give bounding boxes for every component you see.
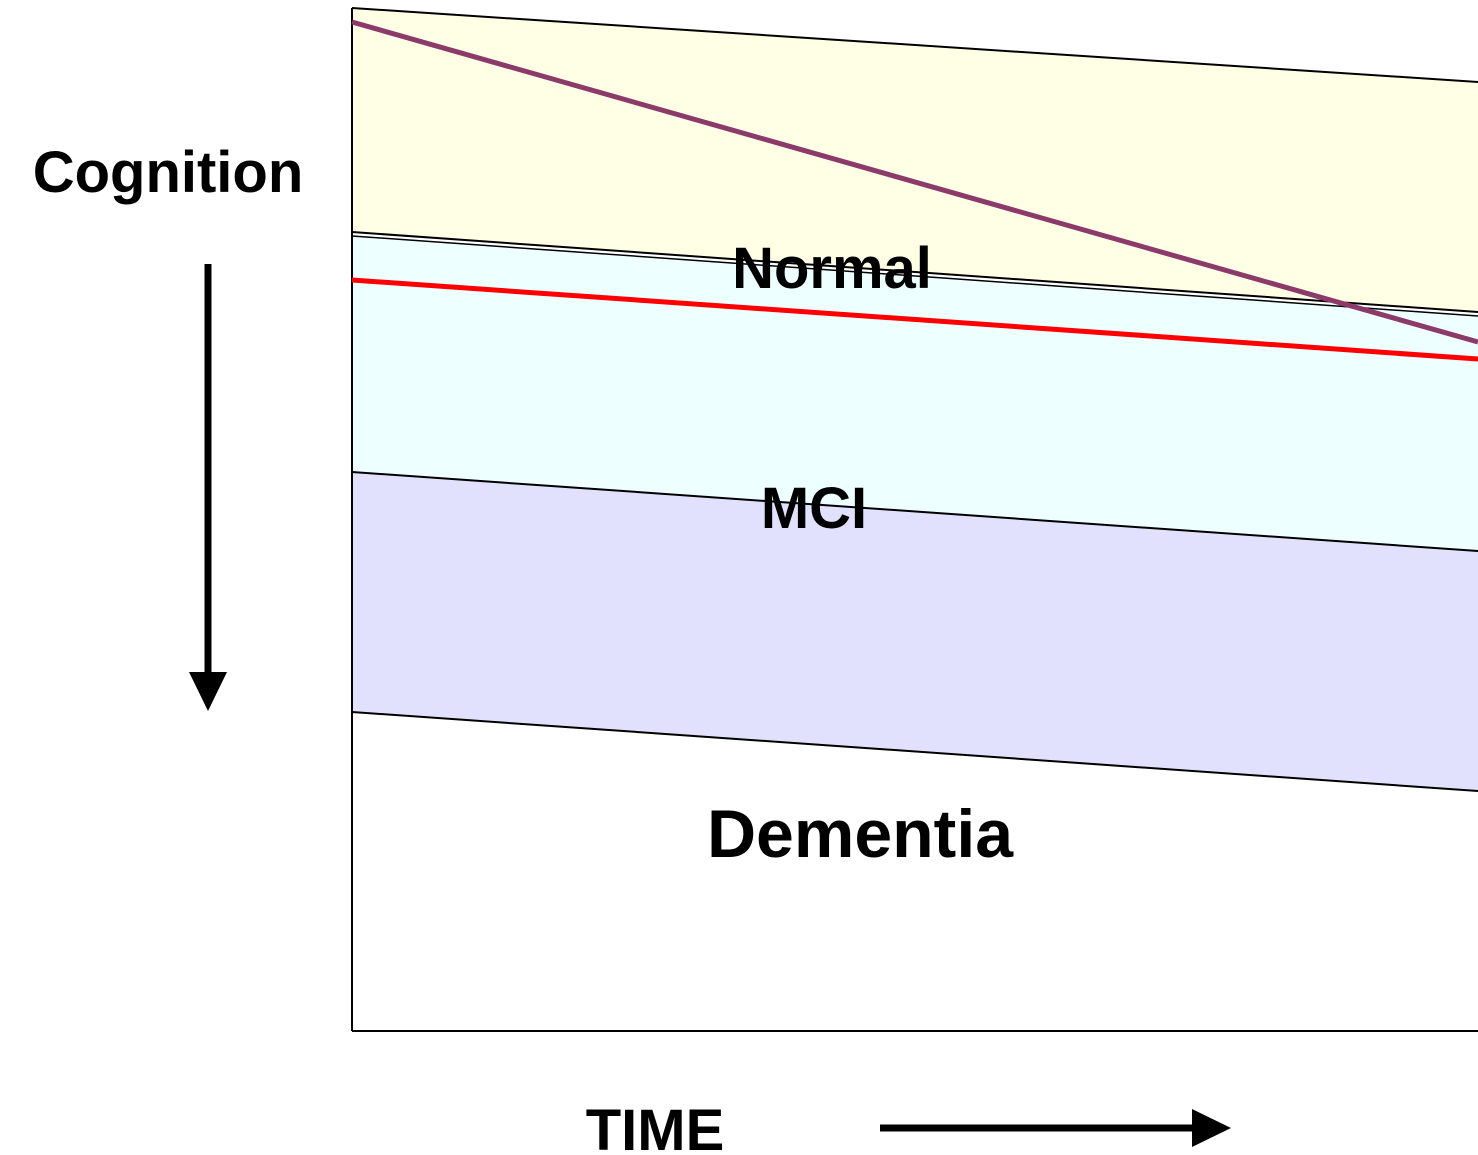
x-axis-label: TIME: [586, 1098, 725, 1155]
normal-band: [352, 8, 1478, 312]
y-axis-label: Cognition: [33, 140, 304, 205]
down-arrow-icon: [189, 264, 227, 711]
dementia-band: [352, 472, 1478, 791]
gradual-decline-line: [351, 277, 1478, 362]
mci-band: [352, 236, 1478, 551]
region-label-dementia: Dementia: [707, 796, 1014, 872]
mci-dementia-boundary-line: [351, 471, 1478, 552]
top-boundary-line: [351, 7, 1478, 83]
right-arrow-icon: [880, 1109, 1231, 1147]
steep-decline-line: [351, 19, 1478, 345]
region-label-mci: MCI: [761, 476, 867, 541]
normal-mci-boundary-line-1: [351, 231, 1478, 313]
dementia-lower-boundary-line: [351, 711, 1478, 792]
region-label-normal: Normal: [732, 236, 932, 301]
normal-mci-boundary-line-2: [351, 235, 1478, 317]
